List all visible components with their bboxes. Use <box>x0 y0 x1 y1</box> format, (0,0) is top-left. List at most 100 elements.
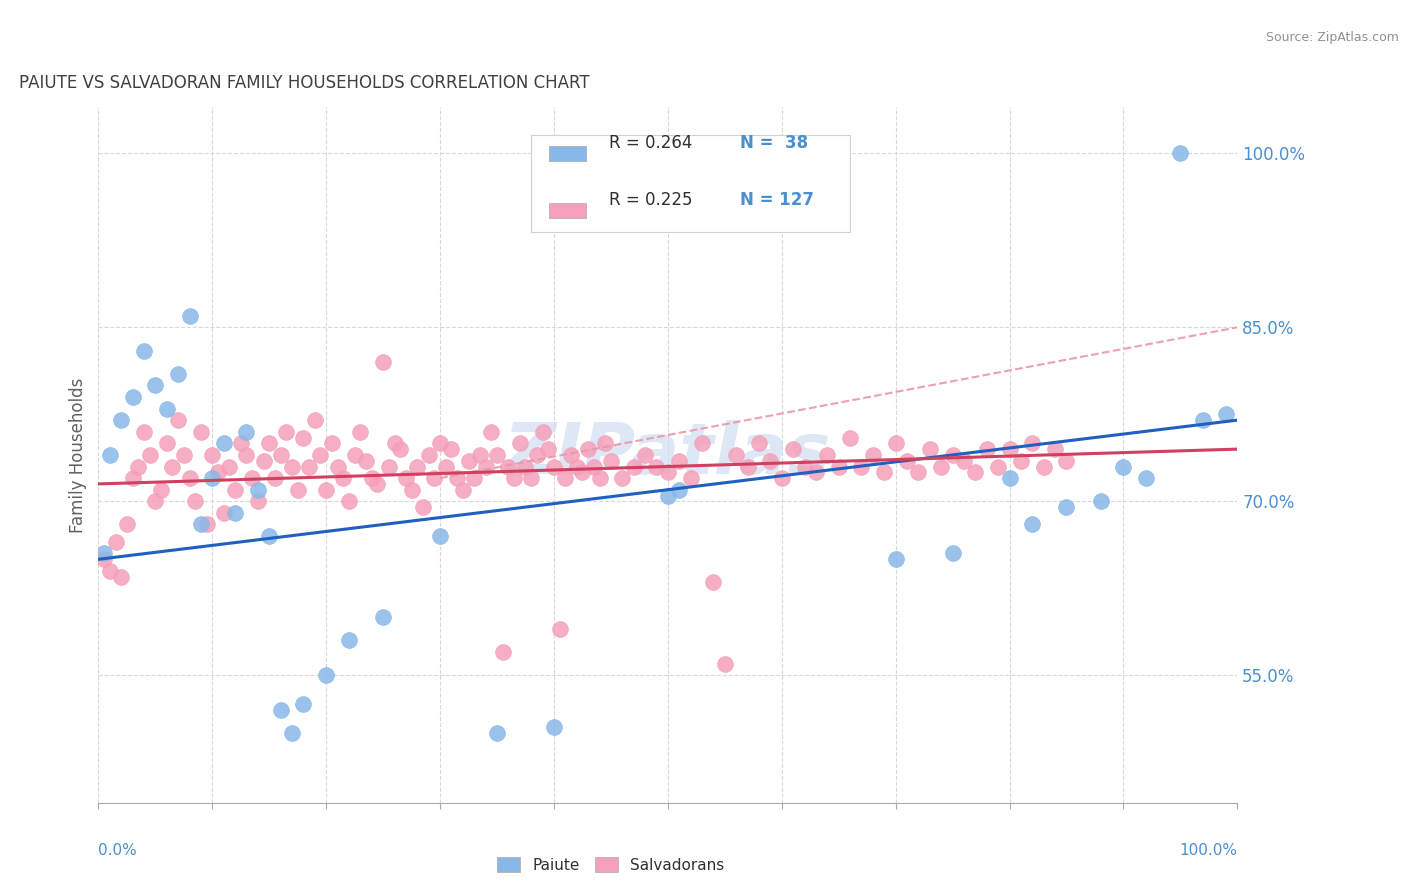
Point <box>315 668 337 682</box>
Point <box>145 378 167 392</box>
Point <box>110 569 132 583</box>
Point <box>270 448 292 462</box>
Point <box>292 430 315 444</box>
Point <box>851 459 873 474</box>
Point <box>634 448 657 462</box>
Point <box>121 390 143 404</box>
Point <box>190 517 212 532</box>
Point <box>360 471 382 485</box>
Point <box>451 483 474 497</box>
Point <box>862 448 884 462</box>
Legend: Paiute, Salvadorans: Paiute, Salvadorans <box>491 850 731 879</box>
Point <box>389 442 412 456</box>
Point <box>526 448 548 462</box>
Point <box>645 459 668 474</box>
Point <box>212 436 235 450</box>
Point <box>657 488 679 502</box>
Point <box>839 430 862 444</box>
Point <box>201 471 224 485</box>
Point <box>896 453 918 467</box>
Point <box>498 459 520 474</box>
Point <box>104 534 127 549</box>
Point <box>184 494 207 508</box>
Point <box>576 442 599 456</box>
Point <box>884 552 907 566</box>
Point <box>1021 517 1043 532</box>
Point <box>224 483 246 497</box>
Point <box>218 459 240 474</box>
Point <box>463 471 485 485</box>
Point <box>748 436 770 450</box>
Point <box>1056 453 1078 467</box>
Point <box>554 471 576 485</box>
Point <box>702 575 724 590</box>
Point <box>520 471 543 485</box>
Point <box>582 459 605 474</box>
Text: PAIUTE VS SALVADORAN FAMILY HOUSEHOLDS CORRELATION CHART: PAIUTE VS SALVADORAN FAMILY HOUSEHOLDS C… <box>18 74 589 92</box>
Point <box>292 698 315 712</box>
Point <box>132 343 155 358</box>
Point <box>446 471 468 485</box>
Point <box>332 471 354 485</box>
Point <box>195 517 218 532</box>
Point <box>98 564 121 578</box>
Point <box>321 436 343 450</box>
Point <box>793 459 815 474</box>
Point <box>259 529 281 543</box>
Point <box>1021 436 1043 450</box>
Point <box>145 494 167 508</box>
Point <box>115 517 138 532</box>
Point <box>337 633 360 648</box>
Point <box>804 465 827 479</box>
Point <box>884 436 907 450</box>
Point <box>543 721 565 735</box>
Text: N = 127: N = 127 <box>740 191 814 209</box>
Point <box>281 459 304 474</box>
Point <box>918 442 941 456</box>
Point <box>1010 453 1032 467</box>
Point <box>395 471 418 485</box>
Point <box>304 413 326 427</box>
Text: ZIPatlas: ZIPatlas <box>505 420 831 490</box>
Point <box>371 610 394 624</box>
Point <box>434 459 457 474</box>
Point <box>770 471 793 485</box>
Point <box>315 483 337 497</box>
Point <box>548 622 571 636</box>
Point <box>252 453 274 467</box>
Point <box>457 453 479 467</box>
Point <box>270 703 292 717</box>
Point <box>132 425 155 439</box>
Point <box>679 471 702 485</box>
Point <box>259 436 281 450</box>
Point <box>246 483 269 497</box>
Point <box>167 367 190 381</box>
Point <box>201 448 224 462</box>
Point <box>998 471 1021 485</box>
Point <box>965 465 987 479</box>
Point <box>343 448 366 462</box>
Point <box>953 453 976 467</box>
Point <box>1090 494 1112 508</box>
Point <box>531 425 554 439</box>
Point <box>207 465 229 479</box>
Text: R = 0.264: R = 0.264 <box>609 134 692 152</box>
Text: R = 0.225: R = 0.225 <box>609 191 692 209</box>
Point <box>737 459 759 474</box>
Point <box>309 448 332 462</box>
Point <box>690 436 713 450</box>
FancyBboxPatch shape <box>531 135 851 232</box>
Text: 100.0%: 100.0% <box>1180 844 1237 858</box>
Point <box>156 401 179 416</box>
Point <box>468 448 491 462</box>
Point <box>1056 500 1078 514</box>
Point <box>987 459 1010 474</box>
Point <box>337 494 360 508</box>
Point <box>156 436 179 450</box>
Point <box>593 436 616 450</box>
Point <box>612 471 634 485</box>
Point <box>354 453 377 467</box>
Point <box>929 459 952 474</box>
Point <box>150 483 173 497</box>
Point <box>167 413 190 427</box>
